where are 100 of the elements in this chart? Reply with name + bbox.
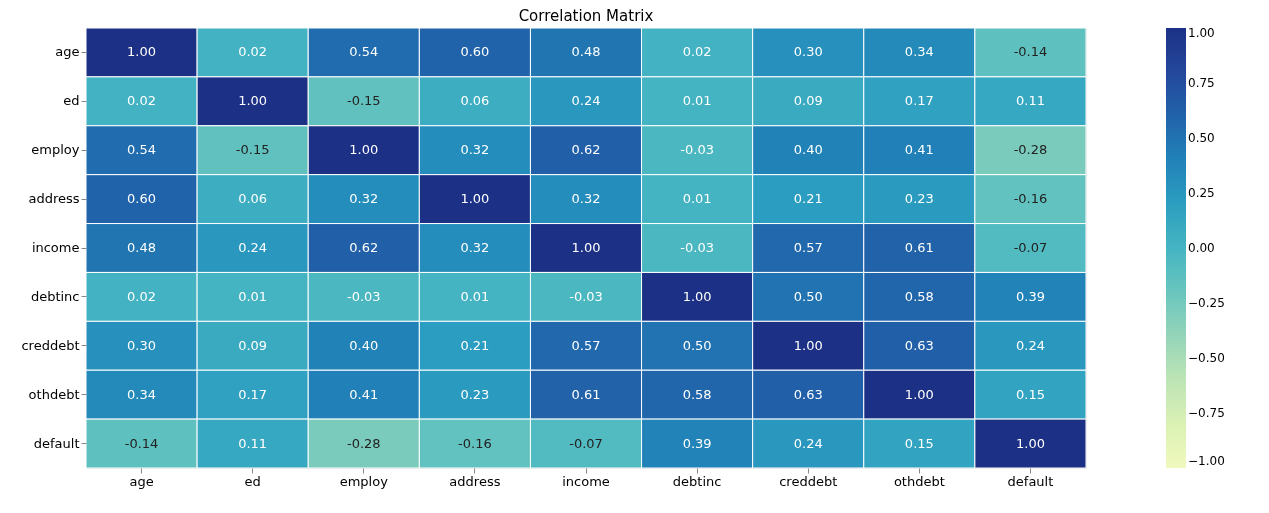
data-label: 0.17 [238, 386, 268, 402]
y-tick-label: creddebt [21, 337, 80, 353]
color-bar-label: −0.50 [1188, 351, 1225, 365]
data-label: 1.00 [793, 337, 823, 353]
data-label: 0.60 [460, 44, 490, 60]
data-label: 0.50 [793, 288, 823, 304]
data-label: -0.03 [680, 142, 714, 158]
data-label: 0.15 [1015, 386, 1045, 402]
data-label: 0.32 [460, 142, 490, 158]
x-tick-label: default [1007, 473, 1054, 489]
data-label: 1.00 [904, 386, 934, 402]
data-label: 0.48 [571, 44, 601, 60]
data-label: -0.03 [680, 240, 714, 255]
data-label: 0.30 [793, 44, 823, 60]
data-label: 1.00 [460, 191, 490, 207]
x-tick-label: employ [339, 473, 389, 489]
color-bar-label: 0.75 [1188, 76, 1215, 90]
data-label: 0.34 [127, 386, 157, 402]
data-label: 0.11 [238, 435, 268, 451]
data-label: 0.01 [682, 191, 712, 207]
data-label: 0.06 [238, 191, 268, 207]
data-label: 0.39 [1015, 288, 1045, 304]
x-tick-label: creddebt [779, 473, 838, 489]
data-label: 0.11 [1015, 93, 1045, 109]
data-label: 0.58 [682, 386, 712, 402]
data-label: -0.28 [346, 435, 381, 451]
data-label: 0.41 [904, 142, 934, 158]
data-label: 0.50 [682, 337, 712, 353]
chart-title: Correlation Matrix [518, 6, 654, 25]
data-label: 0.02 [127, 93, 157, 109]
data-label: -0.03 [346, 288, 381, 304]
data-label: 0.61 [904, 240, 934, 255]
x-tick-label: othdebt [893, 473, 945, 489]
data-label: -0.16 [458, 435, 492, 451]
data-label: 0.24 [571, 93, 601, 109]
data-label: 0.02 [238, 44, 268, 60]
data-label: 0.23 [460, 386, 490, 402]
data-label: 0.09 [238, 337, 268, 353]
color-bar-label: −1.00 [1188, 454, 1225, 468]
data-label: 0.32 [571, 191, 601, 207]
data-label: -0.03 [569, 288, 603, 304]
x-tick-label: age [129, 473, 154, 489]
data-label: 0.17 [904, 93, 934, 109]
data-label: 0.32 [460, 240, 490, 255]
y-tick-label: default [33, 435, 80, 451]
data-label: 0.32 [349, 191, 379, 207]
y-tick-label: employ [31, 142, 80, 158]
data-label: 0.63 [904, 337, 934, 353]
data-label: 0.58 [904, 288, 934, 304]
data-label: 0.24 [238, 240, 268, 255]
data-label: 0.57 [571, 337, 601, 353]
data-label: 0.41 [349, 386, 379, 402]
data-label: -0.16 [1013, 191, 1048, 207]
y-tick-label: debtinc [30, 288, 80, 304]
data-label: 0.24 [1015, 337, 1045, 353]
data-label: -0.14 [124, 435, 159, 451]
y-tick-label: address [28, 191, 80, 207]
color-bar-label: 0.00 [1188, 241, 1215, 255]
data-label: 0.40 [349, 337, 379, 353]
data-label: 0.61 [571, 386, 601, 402]
data-label: -0.14 [1013, 44, 1048, 60]
data-label: 0.34 [904, 44, 934, 60]
data-label: 0.62 [571, 142, 601, 158]
data-label: 0.01 [238, 288, 268, 304]
x-tick-label: address [449, 473, 501, 489]
data-label: -0.15 [346, 93, 381, 109]
data-label: 0.23 [904, 191, 934, 207]
data-label: 1.00 [349, 142, 379, 158]
data-label: 0.62 [349, 240, 379, 255]
data-label: 1.00 [238, 93, 268, 109]
data-label: 1.00 [127, 44, 157, 60]
data-label: 0.30 [127, 337, 157, 353]
data-label: 0.01 [460, 288, 490, 304]
data-label: 0.09 [793, 93, 823, 109]
color-bar-label: 0.50 [1188, 131, 1215, 145]
data-label: 0.15 [904, 435, 934, 451]
data-label: 1.00 [571, 240, 601, 255]
data-label: 0.57 [793, 240, 823, 255]
data-label: 0.63 [793, 386, 823, 402]
data-label: -0.07 [1013, 240, 1048, 255]
data-label: 0.60 [127, 191, 157, 207]
x-tick-label: income [562, 473, 610, 489]
y-tick-label: othdebt [28, 386, 80, 402]
y-tick-label: income [31, 240, 80, 255]
color-bar-label: 0.25 [1188, 186, 1215, 200]
data-label: -0.15 [235, 142, 270, 158]
data-label: -0.28 [1013, 142, 1048, 158]
y-tick-label: age [55, 44, 80, 60]
data-label: 0.54 [127, 142, 157, 158]
data-label: 0.06 [460, 93, 490, 109]
data-label: 0.24 [793, 435, 823, 451]
data-label: 0.21 [793, 191, 823, 207]
data-label: 0.02 [127, 288, 157, 304]
x-tick-label: debtinc [672, 473, 722, 489]
data-label: 1.00 [1015, 435, 1045, 451]
data-label: 0.01 [682, 93, 712, 109]
data-label: 0.39 [682, 435, 712, 451]
data-label: 0.48 [127, 240, 157, 255]
data-label: 0.54 [349, 44, 379, 60]
y-tick-label: ed [63, 93, 80, 109]
